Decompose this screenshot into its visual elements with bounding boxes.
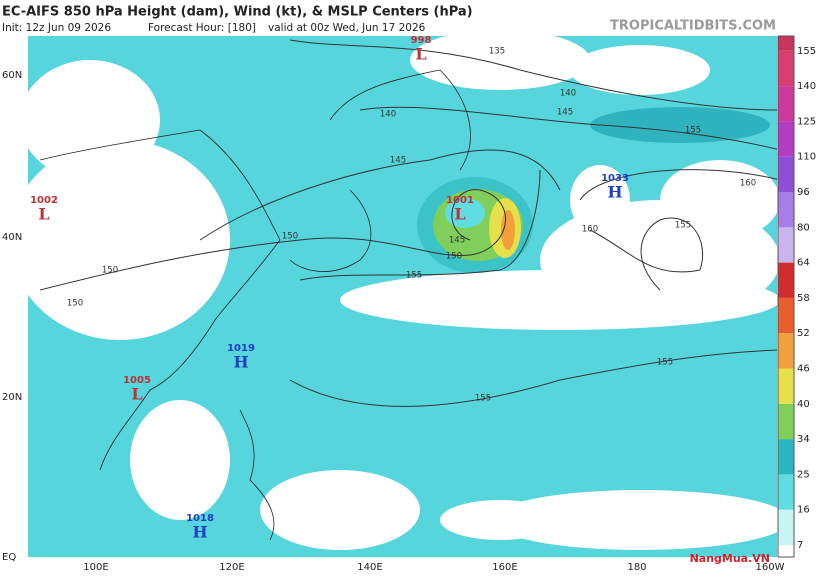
colorbar-label: 7 xyxy=(797,540,803,551)
contour-label: 160 xyxy=(582,225,598,235)
contour-label: 160 xyxy=(740,179,756,189)
contour-label: 155 xyxy=(685,126,701,136)
contour-label: 140 xyxy=(380,110,396,120)
colorbar-segment xyxy=(778,192,794,228)
colorbar-label: 80 xyxy=(797,222,810,233)
colorbar-segment xyxy=(778,227,794,263)
center-value: 1002 xyxy=(30,195,58,206)
lat-label: 40N xyxy=(2,232,22,243)
lon-label: 180 xyxy=(627,562,646,573)
colorbar-segment xyxy=(778,50,794,87)
colorbar-segment xyxy=(778,368,794,404)
colorbar-label: 110 xyxy=(797,152,816,163)
lat-label: 60N xyxy=(2,70,22,81)
colorbar-segment xyxy=(778,439,794,475)
colorbar-segment xyxy=(778,297,794,334)
colorbar-segment xyxy=(778,474,794,510)
contour-label: 135 xyxy=(489,47,505,57)
colorbar-segment xyxy=(778,36,794,51)
contour-label: 145 xyxy=(390,156,406,166)
init: Init: 12z Jun 09 2026 xyxy=(2,22,111,34)
contour-label: 150 xyxy=(67,299,83,309)
center-value: 1005 xyxy=(123,375,151,386)
forecast-hour: Forecast Hour: [180] xyxy=(148,22,256,34)
colorbar-frame xyxy=(777,35,795,558)
lon-label: 160W xyxy=(756,562,785,573)
colorbar-segment xyxy=(778,509,794,545)
lat-label: EQ xyxy=(2,552,16,563)
colorbar-label: 40 xyxy=(797,399,810,410)
colorbar-label: 125 xyxy=(797,116,816,127)
colorbar-label: 46 xyxy=(797,364,810,375)
map-area xyxy=(28,36,777,557)
colorbar-label: 25 xyxy=(797,469,810,480)
contour-label: 155 xyxy=(675,221,691,231)
contour-label: 140 xyxy=(560,89,576,99)
center-type: L xyxy=(454,205,465,224)
center-type: H xyxy=(607,183,622,202)
colorbar-label: 155 xyxy=(797,46,816,57)
height-contours xyxy=(39,39,777,407)
colorbar-segment xyxy=(778,86,794,122)
contour-label: 145 xyxy=(557,108,573,118)
contour-label: 150 xyxy=(446,252,462,262)
colorbar-segment xyxy=(778,262,794,298)
contour-label: 150 xyxy=(282,232,298,242)
colorbar-segment xyxy=(778,403,794,440)
colorbar-label: 140 xyxy=(797,81,816,92)
colorbar-label: 64 xyxy=(797,258,810,269)
center-type: L xyxy=(415,45,426,64)
center-type: H xyxy=(192,523,207,542)
title: EC-AIFS 850 hPa Height (dam), Wind (kt),… xyxy=(2,5,473,20)
colorbar-segment xyxy=(778,121,794,157)
lon-label: 160E xyxy=(492,562,517,573)
colorbar-label: 96 xyxy=(797,187,810,198)
axis-labels: 60N 40N 20N EQ 100E 120E 140E 160E 180 1… xyxy=(2,70,785,573)
center-value: 998 xyxy=(411,35,432,46)
contour-label: 150 xyxy=(102,266,118,276)
center-type: L xyxy=(38,205,49,224)
lat-label: 20N xyxy=(2,392,22,403)
contour-label: 155 xyxy=(406,271,422,281)
center-type: H xyxy=(233,353,248,372)
contour-label: 155 xyxy=(657,358,673,368)
lon-label: 120E xyxy=(219,562,244,573)
colorbar-label: 34 xyxy=(797,434,810,445)
valid-time: valid at 00z Wed, Jun 17 2026 xyxy=(268,22,426,34)
jet-streak xyxy=(417,107,770,273)
colorbar-segment xyxy=(778,156,794,192)
watermark: NangMua.VN xyxy=(690,552,770,565)
colorbar: 7 16 25 34 40 46 52 58 64 80 96 110 125 140 155 xyxy=(777,35,816,558)
colorbar-segment xyxy=(778,545,794,557)
contour-labels: 135 140 140 145 145 150 150 150 145 150 155 155 160 1… xyxy=(67,47,756,404)
contour-label: 145 xyxy=(449,236,465,246)
colorbar-label: 52 xyxy=(797,328,810,339)
center-value: 1033 xyxy=(601,173,629,184)
colorbar-label: 16 xyxy=(797,505,810,516)
contour-label: 155 xyxy=(475,394,491,404)
logo: TROPICALTIDBITS.COM xyxy=(610,19,776,34)
lon-label: 100E xyxy=(83,562,108,573)
center-value: 1018 xyxy=(186,513,214,524)
calm-areas xyxy=(28,36,777,550)
center-type: L xyxy=(131,385,142,404)
center-value: 1019 xyxy=(227,343,255,354)
center-value: 1001 xyxy=(446,195,474,206)
colorbar-segment xyxy=(778,333,794,369)
colorbar-label: 58 xyxy=(797,293,810,304)
coastlines xyxy=(39,69,471,541)
lon-label: 140E xyxy=(357,562,382,573)
